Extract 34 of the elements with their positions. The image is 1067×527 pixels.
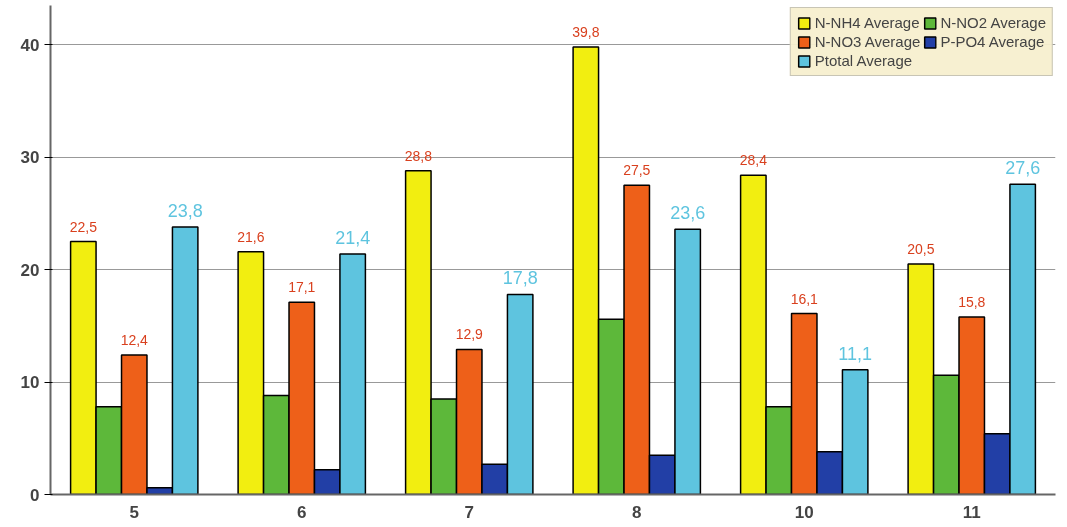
y-tick-label: 30 <box>20 148 40 168</box>
data-label: 28,4 <box>739 152 768 169</box>
y-tick-label: 0 <box>30 485 40 505</box>
data-label: 28,8 <box>404 147 433 164</box>
x-tick-label: 10 <box>794 502 814 522</box>
y-tick-label: 40 <box>20 35 40 55</box>
data-label: 23,8 <box>167 200 203 221</box>
data-label: 21,6 <box>237 228 265 245</box>
data-label: 21,4 <box>335 227 371 248</box>
x-tick-label: 7 <box>464 502 474 522</box>
data-label: 39,8 <box>572 24 600 41</box>
data-label: 15,8 <box>958 293 986 310</box>
x-tick-label: 6 <box>297 502 307 522</box>
data-label: 27,6 <box>1005 158 1041 179</box>
legend-label: N-NO3 Average <box>814 33 921 50</box>
legend-label: P-PO4 Average <box>940 33 1045 50</box>
data-label: 12,9 <box>455 326 484 343</box>
data-label: 27,5 <box>623 162 651 179</box>
x-tick-label: 5 <box>129 502 139 522</box>
data-label: 17,8 <box>502 268 538 289</box>
data-label: 11,1 <box>838 343 873 364</box>
x-tick-label: 11 <box>962 502 981 522</box>
y-tick-label: 20 <box>20 260 40 280</box>
data-label: 23,6 <box>670 203 706 224</box>
legend-label: N-NO2 Average <box>940 14 1046 31</box>
data-label: 12,4 <box>120 332 149 349</box>
data-label: 20,5 <box>907 241 935 258</box>
x-tick-label: 8 <box>632 502 642 522</box>
data-label: 17,1 <box>288 279 316 296</box>
data-label: 16,1 <box>790 290 819 307</box>
legend-label: Ptotal Average <box>814 52 913 69</box>
y-tick-label: 10 <box>20 373 40 393</box>
data-label: 22,5 <box>69 218 98 235</box>
legend-label: N-NH4 Average <box>814 14 920 31</box>
